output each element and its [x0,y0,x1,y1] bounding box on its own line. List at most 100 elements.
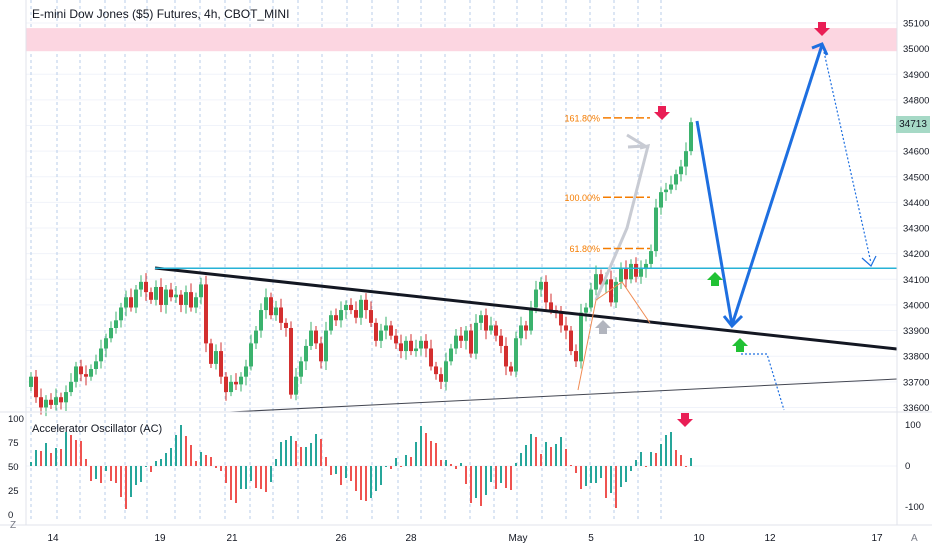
candle-body [519,325,523,339]
timezone-icon[interactable]: Z [10,520,17,531]
candle-body [134,289,138,308]
candle-body [329,315,333,331]
candle-body [674,174,678,185]
candle-body [364,299,368,311]
oscillator-bar [145,466,147,467]
candle-body [574,351,578,362]
candle-body [29,376,33,387]
oscillator-bar [430,441,432,466]
oscillator-bar [375,466,377,491]
candle-body [589,289,593,308]
candle-body [679,166,683,175]
candle-body [259,310,263,331]
oscillator-bar [400,466,402,467]
price-tick-label: 33800 [903,352,929,363]
candle-body [599,274,603,285]
oscillator-bar [305,447,307,466]
oscillator-bar [130,466,132,497]
chart-title[interactable]: E-mini Dow Jones ($5) Futures, 4h, CBOT_… [32,7,290,21]
oscillator-bar [210,457,212,466]
candle-body [234,381,238,385]
candle-body [339,310,343,321]
candle-body [94,361,98,370]
candle-body [309,330,313,346]
oscillator-bar [170,448,172,466]
candle-body [104,338,108,349]
candle-body [559,312,563,326]
candle-body [514,338,518,372]
oscillator-bar [160,459,162,466]
oscillator-bar [645,466,647,467]
time-tick-label: 10 [693,533,705,544]
oscillator-bar [55,448,57,466]
oscillator-bar [120,466,122,497]
oscillator-bar [485,466,487,495]
candle-body [54,397,58,405]
accelerator-oscillator-bars [30,425,692,509]
candle-body [669,184,673,190]
candle-body [569,330,573,352]
oscillator-bar [330,466,332,475]
candle-body [659,192,663,208]
oscillator-bar [215,466,217,468]
oscillator-bar [355,466,357,491]
time-tick-label: May [509,533,528,544]
oscillator-bar [95,466,97,479]
candle-body [459,335,463,341]
candle-body [79,366,83,375]
oscillator-bar [275,459,277,466]
candle-body [84,374,88,377]
oscillator-bar [565,449,567,466]
oscillator-bar [370,466,372,498]
oscillator-right-tick: 100 [905,420,921,431]
candle-body [279,307,283,323]
price-tick-label: 34400 [903,198,929,209]
candle-body [564,325,568,331]
oscillator-bar [655,453,657,466]
candle-body [429,348,433,367]
candle-body [244,366,248,377]
candle-body [454,335,458,349]
oscillator-bar [510,466,512,490]
oscillator-bar [535,437,537,466]
oscillator-bar [410,457,412,466]
buy-marker-support [707,272,723,286]
oscillator-bar [205,455,207,466]
candle-body [334,315,338,321]
oscillator-bar [285,440,287,466]
oscillator-bar [405,455,407,466]
oscillator-bar [475,466,477,498]
candle-body [129,297,133,308]
candle-body [484,315,488,331]
oscillator-bar [105,466,107,471]
auto-scale-icon[interactable]: A [911,533,918,544]
target-dotted-arrowhead [861,255,877,267]
fib-level-label: 61.80% [569,244,600,254]
oscillator-bar [515,463,517,466]
oscillator-bar [390,466,392,469]
indicator-title[interactable]: Accelerator Oscillator (AC) [32,423,163,435]
candle-body [289,327,293,395]
oscillator-bar [115,466,117,483]
candle-body [189,292,193,308]
candle-body [199,284,203,298]
oscillator-bar [180,425,182,466]
candle-body [49,399,53,405]
oscillator-bar [195,461,197,466]
candle-body [144,281,148,293]
oscillator-bar [635,460,637,466]
candle-body [424,340,428,349]
last-price-badge: 34713 [896,116,930,133]
candle-body [344,304,348,311]
candle-body [374,322,378,341]
time-tick-label: 26 [335,533,347,544]
candle-body [184,292,188,305]
candle-body [689,122,693,152]
oscillator-bar [460,463,462,466]
buy-marker-trendline [732,338,748,352]
oscillator-left-tick: 0 [8,510,13,521]
oscillator-bar [490,466,492,482]
candle-body [419,340,423,349]
candlestick-series [29,117,693,417]
